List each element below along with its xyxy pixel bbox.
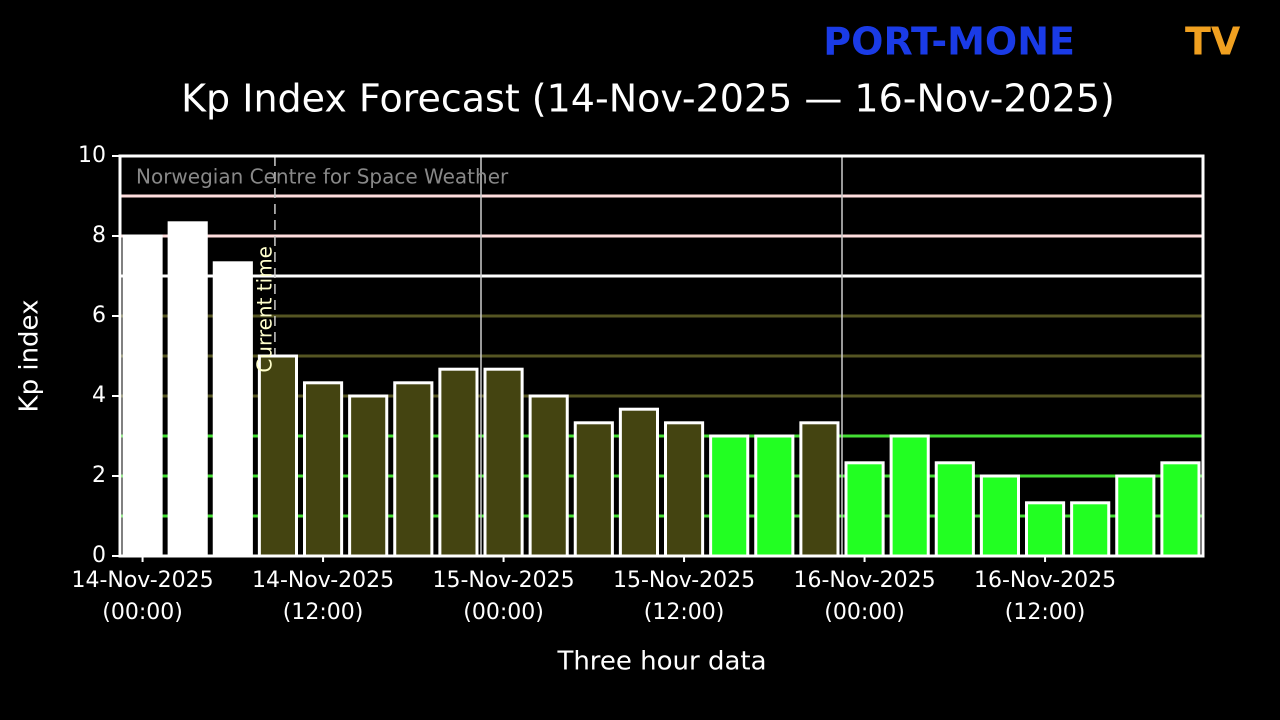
bar [167,221,208,558]
bar [303,381,344,558]
bar [799,421,840,558]
source-annotation: Norwegian Centre for Space Weather [136,165,509,189]
bar [664,421,705,558]
y-tick-label: 6 [92,303,106,328]
x-tick-label: 15-Nov-2025 [432,568,574,593]
y-tick-label: 0 [92,543,106,568]
bar [934,461,975,558]
y-tick-label: 10 [78,143,106,168]
plot-frame [118,154,1205,558]
x-tick-label: 14-Nov-2025 [71,568,213,593]
bar [709,434,750,558]
x-axis-label: Three hour data [556,647,766,677]
y-tick-label: 8 [92,223,106,248]
bar [393,381,434,558]
y-axis-label: Kp index [15,300,45,413]
bar [257,354,298,558]
logo-right: TV [1185,20,1241,64]
y-tick-label: 2 [92,463,106,488]
bar [1070,501,1111,558]
chart-title: Kp Index Forecast (14-Nov-2025 — 16-Nov-… [181,77,1115,121]
bar [754,434,795,558]
bar [1160,461,1201,558]
y-tick-label: 4 [92,383,106,408]
bar [348,394,389,558]
bar [1115,474,1156,558]
logo-left: PORT-MONE [823,20,1075,64]
bar [979,474,1020,558]
bar [122,234,163,558]
bar [573,421,614,558]
x-tick-label: (12:00) [644,600,725,625]
bar [618,407,659,558]
x-tick-label: 14-Nov-2025 [252,568,394,593]
x-tick-label: (00:00) [102,600,183,625]
bar [844,461,885,558]
x-tick-label: (12:00) [1005,600,1086,625]
bar [483,367,524,558]
bar [1025,501,1066,558]
x-tick-label: 15-Nov-2025 [613,568,755,593]
x-tick-label: (12:00) [283,600,364,625]
bar [889,434,930,558]
current-time-label: Current time [252,246,276,373]
x-tick-label: (00:00) [824,600,905,625]
x-tick-label: 16-Nov-2025 [974,568,1116,593]
x-tick-label: (00:00) [463,600,544,625]
bar [528,394,569,558]
x-tick-label: 16-Nov-2025 [793,568,935,593]
bar [212,261,253,558]
bar [438,367,479,558]
